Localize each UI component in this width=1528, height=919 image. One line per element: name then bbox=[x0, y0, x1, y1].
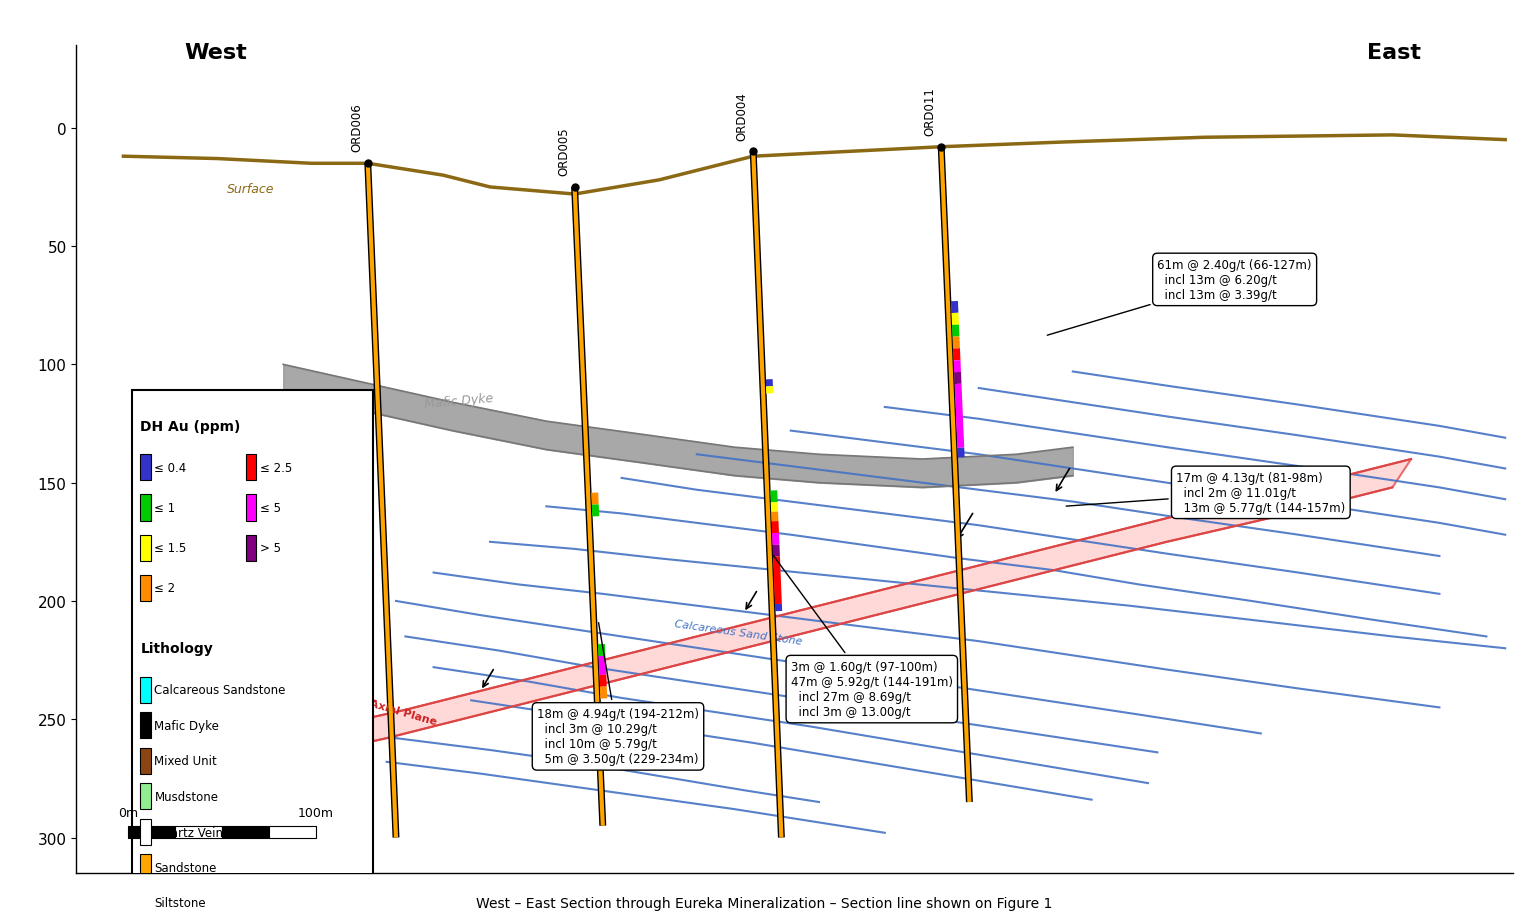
Bar bbox=[176, 826, 222, 837]
Text: East: East bbox=[1366, 42, 1421, 62]
Text: ORD011: ORD011 bbox=[923, 87, 937, 136]
Bar bbox=[141, 890, 151, 915]
Text: Surface: Surface bbox=[226, 183, 275, 196]
Text: DH Au (ppm): DH Au (ppm) bbox=[141, 419, 241, 434]
Text: ≤ 2.5: ≤ 2.5 bbox=[260, 461, 292, 474]
Bar bbox=[246, 495, 257, 521]
Text: West: West bbox=[185, 42, 248, 62]
Text: ≤ 5: ≤ 5 bbox=[260, 502, 281, 515]
Bar bbox=[141, 455, 151, 481]
Polygon shape bbox=[260, 460, 1412, 766]
Bar bbox=[141, 677, 151, 703]
Bar bbox=[128, 826, 176, 837]
Text: 3m @ 1.60g/t (97-100m)
47m @ 5.92g/t (144-191m)
  incl 27m @ 8.69g/t
  incl 3m @: 3m @ 1.60g/t (97-100m) 47m @ 5.92g/t (14… bbox=[773, 556, 953, 719]
Bar bbox=[141, 495, 151, 521]
Text: Calcareous Sand Stone: Calcareous Sand Stone bbox=[674, 618, 802, 646]
Text: Fold Axial Plane: Fold Axial Plane bbox=[339, 689, 439, 726]
Bar bbox=[141, 783, 151, 810]
Text: 17m @ 4.13g/t (81-98m)
  incl 2m @ 11.01g/t
  13m @ 5.77g/t (144-157m): 17m @ 4.13g/t (81-98m) incl 2m @ 11.01g/… bbox=[1067, 471, 1346, 515]
Bar bbox=[141, 712, 151, 738]
Bar bbox=[269, 826, 316, 837]
Text: 61m @ 2.40g/t (66-127m)
  incl 13m @ 6.20g/t
  incl 13m @ 3.39g/t: 61m @ 2.40g/t (66-127m) incl 13m @ 6.20g… bbox=[1047, 258, 1313, 335]
Text: Mafic Dyke: Mafic Dyke bbox=[425, 391, 494, 411]
Text: ≤ 0.4: ≤ 0.4 bbox=[154, 461, 186, 474]
Text: Mafic Dyke: Mafic Dyke bbox=[154, 719, 220, 732]
Text: ORD004: ORD004 bbox=[735, 92, 749, 141]
Bar bbox=[141, 854, 151, 880]
FancyBboxPatch shape bbox=[131, 391, 373, 911]
Bar bbox=[141, 575, 151, 601]
Bar bbox=[222, 826, 269, 837]
Text: Lithology: Lithology bbox=[141, 641, 212, 655]
Bar bbox=[141, 748, 151, 774]
Text: Musdstone: Musdstone bbox=[154, 789, 219, 802]
Text: ORD006: ORD006 bbox=[350, 104, 364, 153]
Text: 18m @ 4.94g/t (194-212m)
  incl 3m @ 10.29g/t
  incl 10m @ 5.79g/t
  5m @ 3.50g/: 18m @ 4.94g/t (194-212m) incl 3m @ 10.29… bbox=[536, 623, 698, 766]
Bar bbox=[246, 535, 257, 562]
Text: Sandstone: Sandstone bbox=[154, 861, 217, 874]
Text: Quartz Vein: Quartz Vein bbox=[154, 825, 223, 838]
Text: 100m: 100m bbox=[298, 806, 335, 819]
Text: 0m: 0m bbox=[118, 806, 138, 819]
Text: > 5: > 5 bbox=[260, 541, 281, 554]
Bar bbox=[246, 455, 257, 481]
Text: ORD005: ORD005 bbox=[556, 128, 570, 176]
Bar bbox=[141, 535, 151, 562]
Text: Siltstone: Siltstone bbox=[154, 896, 206, 909]
Text: ≤ 2: ≤ 2 bbox=[154, 582, 176, 595]
Text: ≤ 1.5: ≤ 1.5 bbox=[154, 541, 186, 554]
Text: West – East Section through Eureka Mineralization – Section line shown on Figure: West – East Section through Eureka Miner… bbox=[475, 896, 1053, 910]
Text: Mixed Unit: Mixed Unit bbox=[154, 754, 217, 767]
Bar bbox=[141, 819, 151, 845]
Text: ≤ 1: ≤ 1 bbox=[154, 502, 176, 515]
Text: Calcareous Sandstone: Calcareous Sandstone bbox=[154, 684, 286, 697]
